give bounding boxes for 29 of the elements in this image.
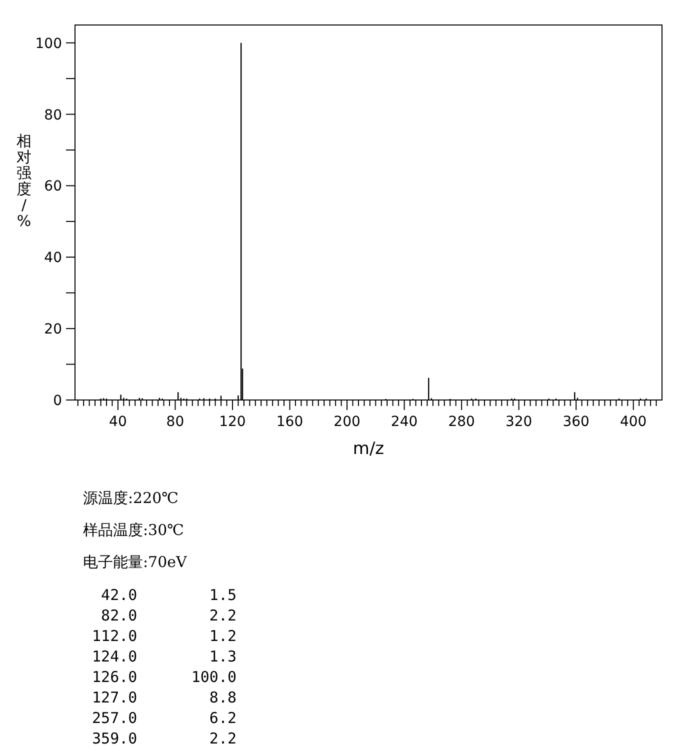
text: 源温度:220℃ <box>83 489 178 507</box>
y-tick-label: 0 <box>53 393 62 409</box>
x-tick-label: 160 <box>276 414 304 430</box>
y-tick-label: 40 <box>44 250 62 266</box>
x-tick-label: 40 <box>109 414 127 430</box>
x-tick-label: 200 <box>334 414 360 430</box>
x-tick-label: 240 <box>390 414 418 430</box>
text: 样品温度:30℃ <box>83 521 184 539</box>
y-tick-label: 60 <box>44 178 62 195</box>
y-axis-title: 相对强度/% <box>16 132 32 230</box>
text: 82.0 2.2 <box>83 606 237 624</box>
text: 124.0 1.3 <box>83 648 237 666</box>
x-tick-label: 320 <box>505 414 532 430</box>
text: 112.0 1.2 <box>83 627 237 645</box>
y-tick-label: 20 <box>44 322 62 338</box>
x-axis-title: m/z <box>352 439 384 459</box>
text: 127.0 8.8 <box>83 688 237 706</box>
text: 42.0 1.5 <box>83 586 237 604</box>
x-tick-label: 120 <box>219 414 246 430</box>
x-tick-label: 360 <box>562 414 590 430</box>
text: 电子能量:70eV <box>83 553 188 571</box>
y-tick-label: 100 <box>35 36 62 52</box>
text: 126.0 100.0 <box>83 668 237 686</box>
text: 257.0 6.2 <box>83 709 237 727</box>
y-tick-label: 80 <box>44 107 62 124</box>
x-tick-label: 280 <box>448 414 475 430</box>
x-tick-label: 400 <box>620 414 647 430</box>
x-tick-label: 80 <box>166 414 184 430</box>
text: 359.0 2.2 <box>83 730 237 748</box>
